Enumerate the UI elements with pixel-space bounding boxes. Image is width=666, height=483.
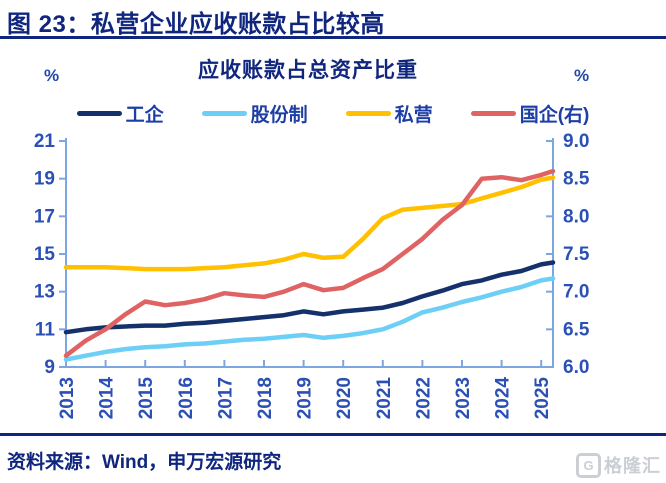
x-axis-tick-label: 2013	[57, 377, 78, 419]
y-axis-left-tick-label: 19	[34, 169, 55, 190]
legend-item-2: 私营	[345, 100, 433, 127]
chart-title: 应收账款占总资产比重	[198, 59, 418, 82]
x-axis-tick-label: 2017	[215, 377, 236, 419]
legend-item-0: 工企	[76, 100, 164, 127]
legend-swatch-0	[76, 110, 122, 116]
y-axis-right-tick-label: 9.0	[563, 131, 589, 152]
series-line-2	[63, 175, 556, 272]
x-axis-tick-label: 2014	[97, 377, 118, 420]
legend-item-1: 股份制	[201, 100, 308, 127]
legend-item-3: 国企(右)	[470, 100, 590, 127]
chart-legend: 工企 股份制 私营 国企(右)	[0, 100, 666, 126]
x-axis-tick-label: 2018	[255, 377, 276, 419]
series-line-3	[63, 168, 556, 358]
title-underline	[0, 36, 666, 39]
right-axis-unit-label: %	[574, 66, 590, 85]
series-line-1	[63, 276, 556, 362]
legend-swatch-2	[345, 110, 391, 116]
y-axis-right-tick-label: 8.5	[563, 169, 590, 190]
figure-title: 图 23：私营企业应收账款占比较高	[7, 11, 385, 38]
legend-swatch-1	[201, 110, 247, 116]
y-axis-left-tick-label: 21	[34, 131, 56, 152]
x-axis-tick-label: 2016	[176, 377, 197, 419]
x-axis-tick-label: 2025	[532, 377, 553, 420]
y-axis-left-tick-label: 11	[35, 319, 56, 340]
footer-rule	[0, 433, 666, 436]
y-axis-right-tick-label: 8.0	[563, 206, 589, 227]
legend-swatch-3	[470, 110, 516, 116]
legend-label-0: 工企	[125, 104, 164, 126]
series-line-0	[63, 260, 556, 335]
gelonghui-logo-icon: G	[576, 452, 601, 478]
legend-label-3: 国企(右)	[519, 104, 590, 126]
legend-label-2: 私营	[394, 104, 433, 126]
y-axis-right-tick-label: 6.5	[563, 319, 590, 340]
x-axis-tick-label: 2024	[493, 377, 514, 420]
source-attribution: 资料来源：Wind，申万宏源研究	[7, 452, 282, 473]
y-axis-left-tick-label: 17	[34, 206, 55, 227]
y-axis-right-tick-label: 7.5	[563, 244, 590, 265]
y-axis-right-tick-label: 6.0	[563, 357, 589, 378]
x-axis-tick-label: 2021	[374, 377, 395, 420]
y-axis-left-tick-label: 9	[44, 357, 55, 378]
x-axis-tick-label: 2022	[413, 377, 434, 419]
y-axis-left-tick-label: 13	[34, 282, 55, 303]
y-axis-right-tick-label: 7.0	[563, 282, 589, 303]
x-axis-tick-label: 2020	[334, 377, 355, 419]
x-axis-tick-label: 2023	[453, 377, 474, 419]
x-axis-tick-label: 2015	[136, 377, 157, 420]
gelonghui-logo-text: 格隆汇	[604, 456, 661, 476]
left-axis-unit-label: %	[44, 66, 60, 85]
y-axis-left-tick-label: 15	[34, 244, 56, 265]
x-axis-tick-label: 2019	[295, 377, 316, 419]
gelonghui-watermark: G 格隆汇	[576, 452, 661, 478]
legend-label-1: 股份制	[250, 104, 308, 126]
